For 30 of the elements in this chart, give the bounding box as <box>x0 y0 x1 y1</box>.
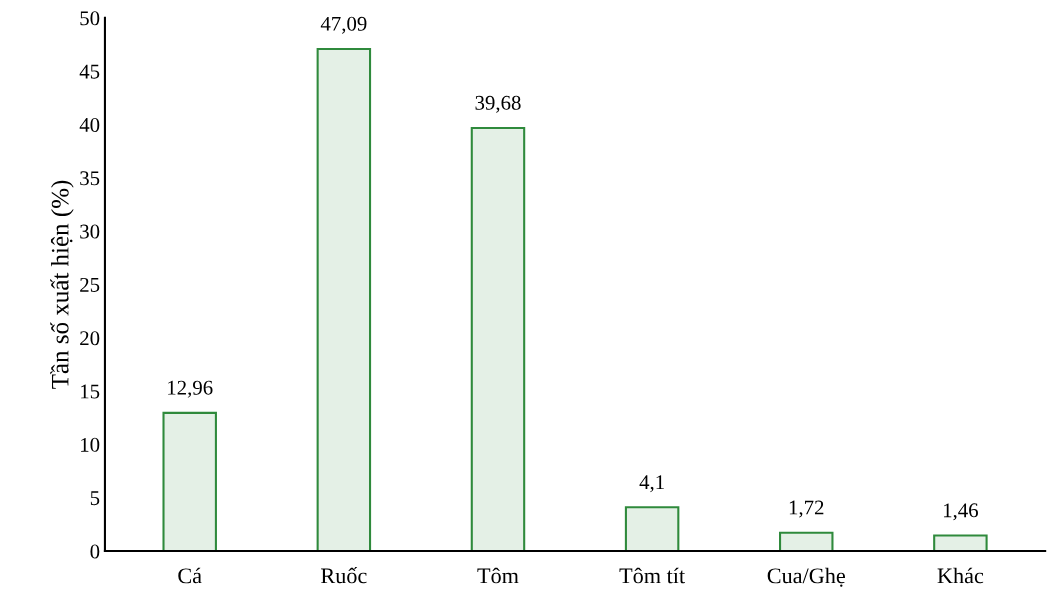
data-label: 39,68 <box>475 95 521 113</box>
x-tick-label: Cua/Ghẹ <box>767 567 845 587</box>
y-tick-label: 45 <box>79 64 100 79</box>
data-label: 1,72 <box>789 500 824 518</box>
x-tick-label: Tôm <box>477 567 519 584</box>
bar <box>779 531 834 552</box>
data-label: 47,09 <box>320 16 367 34</box>
y-tick-label: 35 <box>80 171 100 186</box>
x-tick-label: Ruốc <box>321 567 367 584</box>
y-tick-label: 10 <box>81 437 100 452</box>
data-label: 1,46 <box>943 503 978 521</box>
y-tick-label: 50 <box>80 11 100 26</box>
data-label: 12,96 <box>168 380 213 398</box>
y-tick-label: 30 <box>80 224 100 239</box>
y-tick-label: 25 <box>80 277 100 292</box>
y-tick-label: 15 <box>81 384 100 399</box>
y-axis-title: Tần số xuất hiện (%) <box>50 180 74 389</box>
bar <box>470 126 526 552</box>
bar <box>933 534 988 552</box>
y-tick-label: 0 <box>90 544 100 559</box>
x-tick-label: Tôm tít <box>619 567 686 584</box>
y-tick-label: 5 <box>90 491 100 506</box>
x-tick-label: Khác <box>937 567 984 584</box>
y-tick-label: 40 <box>79 117 100 132</box>
bar <box>624 506 680 552</box>
bar <box>316 47 372 552</box>
y-tick-label: 20 <box>80 331 100 346</box>
x-tick-label: Cá <box>178 567 202 584</box>
data-label: 4,1 <box>639 475 664 493</box>
bar <box>162 411 217 552</box>
